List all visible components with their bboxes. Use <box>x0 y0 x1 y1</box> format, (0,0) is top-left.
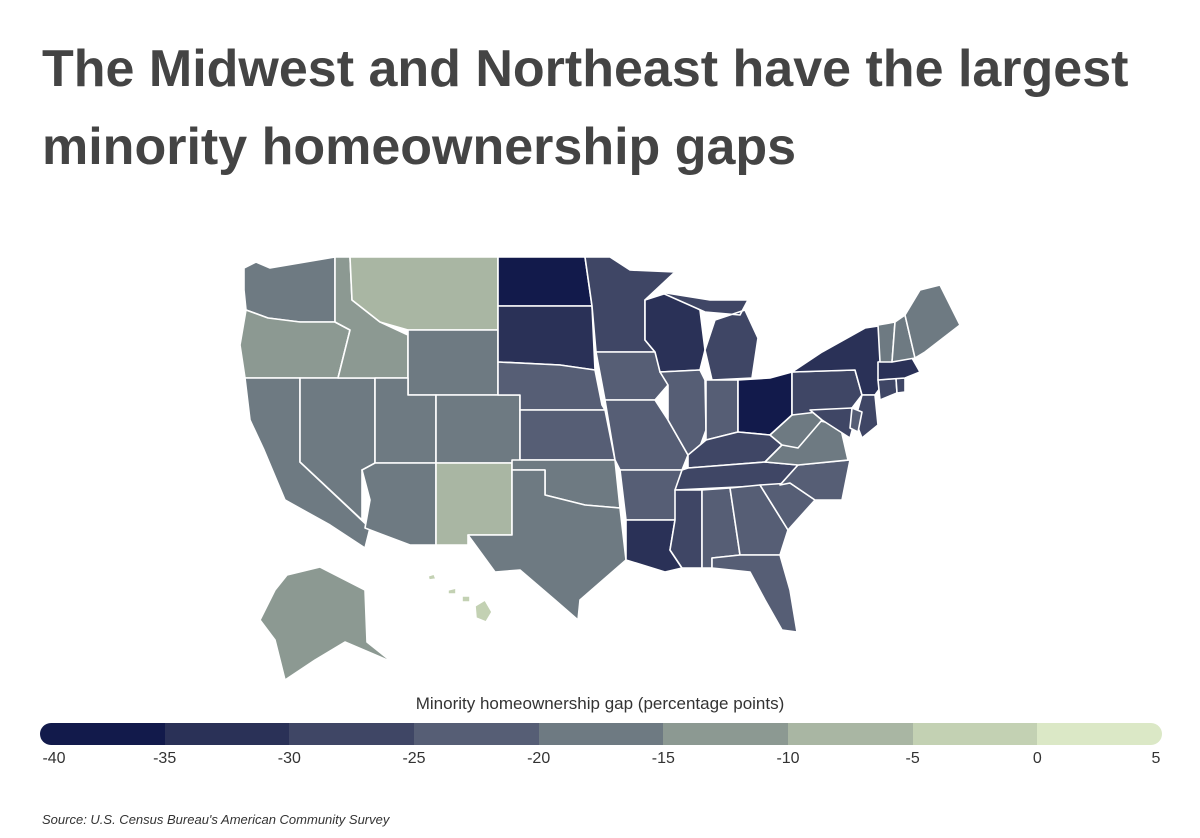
us-choropleth-map <box>239 256 961 681</box>
page-title: The Midwest and Northeast have the large… <box>42 40 1129 176</box>
legend-segment <box>40 723 165 745</box>
state-WY[interactable] <box>407 329 499 396</box>
legend-segment <box>912 723 1038 745</box>
legend-segment <box>538 723 664 745</box>
source-note: Source: U.S. Census Bureau's American Co… <box>42 812 390 827</box>
legend-tick-label: -10 <box>776 750 800 767</box>
legend-segment <box>1037 723 1162 745</box>
state-AR[interactable] <box>619 469 683 521</box>
state-IN[interactable] <box>705 379 739 441</box>
legend-ticks: -40 -35 -30 -25 -20 -15 -10 -5 0 5 <box>40 750 1162 774</box>
legend-title: Minority homeownership gap (percentage p… <box>415 694 785 713</box>
legend-tick-label: -5 <box>905 750 920 767</box>
legend-segment <box>414 723 539 745</box>
state-MS[interactable] <box>669 489 703 569</box>
state-IA[interactable] <box>595 351 669 401</box>
legend-tick-label: -25 <box>402 750 426 767</box>
state-CO[interactable] <box>435 394 521 464</box>
legend-segment <box>289 723 415 745</box>
legend-segment <box>164 723 290 745</box>
legend-tick-label: -20 <box>527 750 551 767</box>
legend-tick-label: 0 <box>1032 750 1042 767</box>
state-WA[interactable] <box>243 256 336 323</box>
legend-tick-label: -40 <box>42 750 66 767</box>
state-FL[interactable] <box>711 554 798 633</box>
state-ME[interactable] <box>904 284 961 359</box>
state-DE[interactable] <box>849 407 863 433</box>
state-SD[interactable] <box>497 305 596 371</box>
state-AZ[interactable] <box>361 462 437 546</box>
state-ND[interactable] <box>497 256 593 307</box>
state-AK[interactable] <box>259 566 393 681</box>
legend-tick-label: 5 <box>1151 750 1161 767</box>
state-TX[interactable] <box>467 469 627 621</box>
state-GA[interactable] <box>729 484 789 556</box>
state-NM[interactable] <box>435 462 513 546</box>
legend-tick-label: -30 <box>277 750 301 767</box>
legend-color-bar <box>40 723 1162 745</box>
legend-tick-label: -35 <box>153 750 177 767</box>
legend-segment <box>788 723 913 745</box>
state-CT[interactable] <box>877 377 898 401</box>
state-RI[interactable] <box>895 377 906 394</box>
state-MO[interactable] <box>604 399 689 471</box>
state-KS[interactable] <box>519 409 616 461</box>
legend-segment <box>663 723 789 745</box>
state-HI[interactable] <box>427 573 493 623</box>
legend-tick-label: -15 <box>651 750 675 767</box>
